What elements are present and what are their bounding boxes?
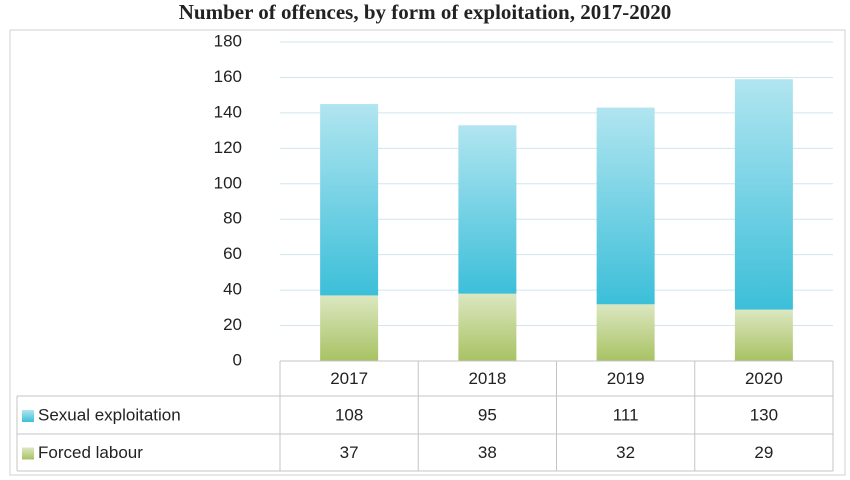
y-tick-label: 60 <box>223 244 242 263</box>
bar <box>596 107 655 305</box>
chart-title: Number of offences, by form of exploitat… <box>179 0 671 24</box>
y-tick-label: 120 <box>214 138 242 157</box>
bar <box>734 309 793 361</box>
bar <box>596 304 655 361</box>
table-value: 108 <box>335 405 363 424</box>
y-tick-label: 20 <box>223 315 242 334</box>
bar <box>734 79 793 310</box>
y-tick-label: 140 <box>214 102 242 121</box>
bar <box>320 104 379 296</box>
legend-label: Forced labour <box>38 443 143 462</box>
legend-swatch <box>22 447 34 460</box>
bar <box>458 293 517 361</box>
y-tick-label: 160 <box>214 67 242 86</box>
table-value: 32 <box>616 443 635 462</box>
y-tick-label: 40 <box>223 280 242 299</box>
table-value: 29 <box>754 443 773 462</box>
x-tick-label: 2020 <box>745 369 783 388</box>
legend-swatch <box>22 410 34 422</box>
legend-label: Sexual exploitation <box>38 405 181 424</box>
bar <box>320 295 379 361</box>
y-tick-label: 80 <box>223 209 242 228</box>
bar <box>458 125 517 294</box>
x-tick-label: 2018 <box>468 369 506 388</box>
table-value: 95 <box>478 405 497 424</box>
y-tick-label: 180 <box>214 31 242 50</box>
y-tick-label: 0 <box>233 350 242 369</box>
table-value: 130 <box>750 405 778 424</box>
table-value: 111 <box>613 405 639 424</box>
table-value: 37 <box>340 443 359 462</box>
y-tick-label: 100 <box>214 173 242 192</box>
x-tick-label: 2019 <box>607 369 645 388</box>
x-tick-label: 2017 <box>330 369 368 388</box>
table-value: 38 <box>478 443 497 462</box>
chart-border <box>9 29 846 476</box>
